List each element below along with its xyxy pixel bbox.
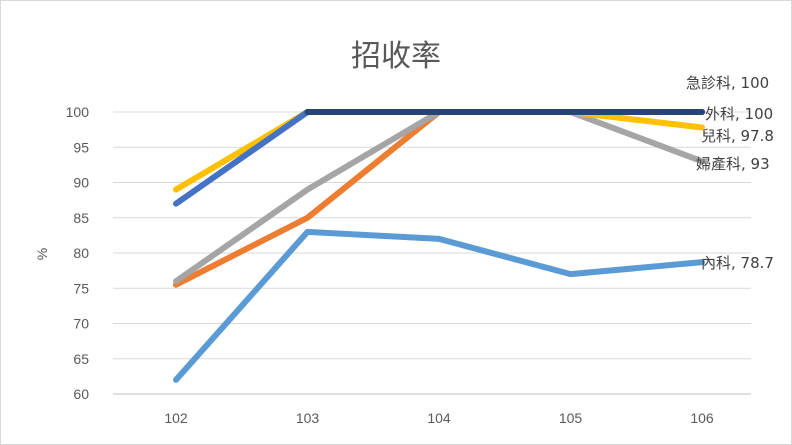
y-tick-label: 85	[73, 210, 89, 226]
series-line	[173, 228, 705, 383]
y-tick-label: 70	[73, 316, 89, 332]
y-tick-label: 60	[73, 386, 89, 402]
gridlines	[113, 111, 751, 395]
x-axis-ticks: 102 103 104 105 106	[164, 410, 714, 426]
series-line	[173, 109, 705, 207]
x-tick-label: 106	[690, 410, 714, 426]
x-tick-label: 105	[559, 410, 583, 426]
y-axis-ticks: 60 65 70 75 80 85 90 95 100	[66, 104, 90, 402]
series-line	[173, 109, 705, 288]
series-lines	[173, 109, 705, 383]
y-axis-label: %	[34, 248, 50, 260]
chart-title: 招收率	[351, 39, 441, 74]
x-tick-label: 103	[296, 410, 320, 426]
y-tick-label: 90	[73, 175, 89, 191]
data-label: 急診科, 100	[686, 74, 769, 92]
data-label: 兒科, 97.8	[701, 127, 774, 145]
data-label: 外科, 100	[705, 105, 773, 123]
data-labels: 內科, 78.7 婦產科, 93 兒科, 97.8 外科, 100 急診科, 100	[686, 74, 774, 272]
data-label: 婦產科, 93	[696, 155, 770, 173]
y-tick-label: 65	[73, 351, 89, 367]
x-tick-label: 104	[427, 410, 451, 426]
y-tick-label: 95	[73, 139, 89, 155]
y-tick-label: 100	[66, 104, 90, 120]
data-label: 內科, 78.7	[701, 254, 774, 272]
y-tick-label: 80	[73, 245, 89, 261]
x-tick-label: 102	[164, 410, 188, 426]
y-tick-label: 75	[73, 280, 89, 296]
series-line	[173, 109, 705, 285]
